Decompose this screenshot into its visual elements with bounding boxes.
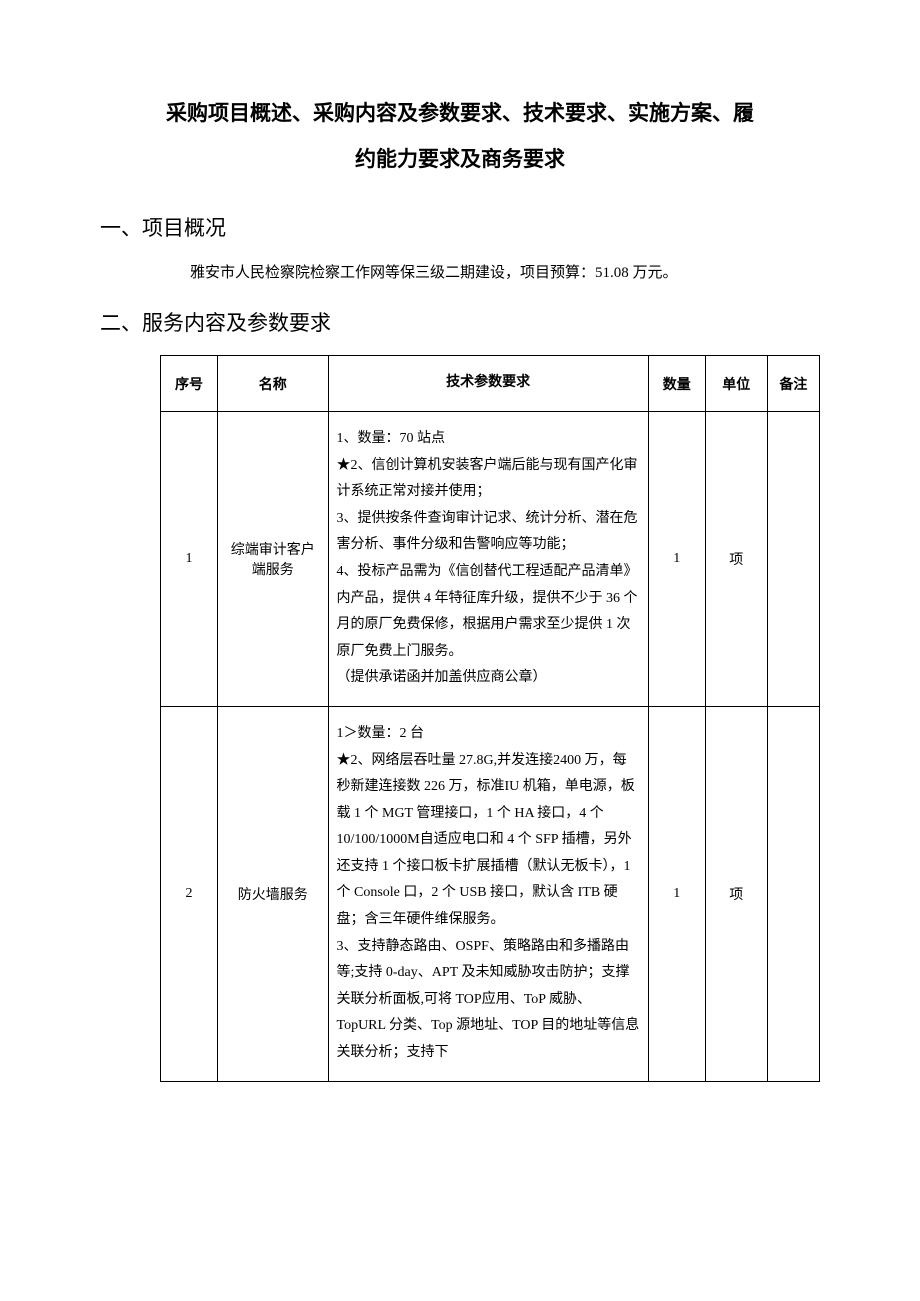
th-unit: 单位: [705, 356, 767, 412]
table-row: 2 防火墙服务 1＞数量：2 台★2、网络层吞吐量 27.8G,并发连接2400…: [161, 706, 820, 1081]
cell-unit: 项: [705, 411, 767, 706]
cell-unit: 项: [705, 706, 767, 1081]
th-idx: 序号: [161, 356, 218, 412]
requirements-table: 序号 名称 技术参数要求 数量 单位 备注 1 综端审计客户端服务 1、数量：7…: [160, 355, 820, 1081]
cell-spec: 1＞数量：2 台★2、网络层吞吐量 27.8G,并发连接2400 万，每秒新建连…: [328, 706, 648, 1081]
cell-spec: 1、数量：70 站点★2、信创计算机安装客户端后能与现有国产化审计系统正常对接并…: [328, 411, 648, 706]
section1-body: 雅安市人民检察院检察工作网等保三级二期建设，项目预算：51.08 万元。: [100, 260, 820, 287]
title-line-2: 约能力要求及商务要求: [100, 136, 820, 182]
cell-idx: 2: [161, 706, 218, 1081]
table-row: 1 综端审计客户端服务 1、数量：70 站点★2、信创计算机安装客户端后能与现有…: [161, 411, 820, 706]
cell-qty: 1: [648, 706, 705, 1081]
th-spec: 技术参数要求: [328, 356, 648, 412]
th-qty: 数量: [648, 356, 705, 412]
section2-heading: 二、服务内容及参数要求: [100, 307, 820, 337]
cell-qty: 1: [648, 411, 705, 706]
document-title: 采购项目概述、采购内容及参数要求、技术要求、实施方案、履 约能力要求及商务要求: [100, 90, 820, 182]
th-note: 备注: [767, 356, 819, 412]
cell-name: 综端审计客户端服务: [218, 411, 328, 706]
cell-name: 防火墙服务: [218, 706, 328, 1081]
cell-note: [767, 411, 819, 706]
title-line-1: 采购项目概述、采购内容及参数要求、技术要求、实施方案、履: [100, 90, 820, 136]
cell-note: [767, 706, 819, 1081]
table-header-row: 序号 名称 技术参数要求 数量 单位 备注: [161, 356, 820, 412]
th-name: 名称: [218, 356, 328, 412]
section1-heading: 一、项目概况: [100, 212, 820, 242]
document-page: 采购项目概述、采购内容及参数要求、技术要求、实施方案、履 约能力要求及商务要求 …: [0, 0, 920, 1142]
cell-idx: 1: [161, 411, 218, 706]
